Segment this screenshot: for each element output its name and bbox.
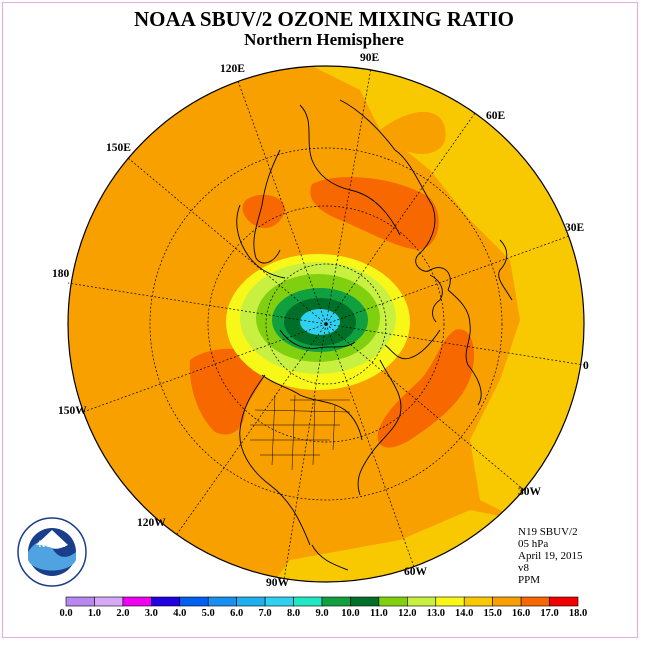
colorbar-swatch: [293, 596, 323, 607]
colorbar-tick-label: 11.0: [369, 608, 388, 619]
colorbar-swatch: [463, 596, 493, 607]
lon-label-90e: 90E: [360, 52, 380, 64]
colorbar-tick-label: 2.0: [116, 608, 130, 619]
colorbar-tick-label: 13.0: [426, 608, 445, 619]
colorbar-swatch: [492, 596, 522, 607]
colorbar-tick-label: 10.0: [341, 608, 360, 619]
lon-label-90w: 90W: [266, 577, 289, 589]
colorbar-tick-label: 12.0: [398, 608, 417, 619]
colorbar-swatch: [94, 596, 124, 607]
globe-outline: [67, 65, 585, 583]
lon-label-180: 180: [52, 268, 70, 280]
colorbar-tick-label: 9.0: [315, 608, 329, 619]
field-15-16-atlantic: [377, 329, 475, 448]
colorbar-swatch: [350, 596, 380, 607]
colorbar-swatch: [65, 596, 95, 607]
lon-label-60w: 60W: [404, 566, 427, 578]
colorbar-swatch: [151, 596, 181, 607]
info-level: 05 hPa: [518, 538, 549, 550]
colorbar-swatch: [520, 596, 550, 607]
colorbar-tick-label: 8.0: [286, 608, 301, 619]
lon-label-150w: 150W: [58, 405, 87, 417]
colorbar-swatch: [236, 596, 266, 607]
info-block: N19 SBUV/2 05 hPa April 19, 2015 v8 PPM: [518, 526, 582, 586]
colorbar-tick-label: 6.0: [230, 608, 244, 619]
field-14-15-north: [380, 111, 446, 154]
map-title: NOAA SBUV/2 OZONE MIXING RATIO: [134, 7, 514, 31]
lon-label-30w: 30W: [518, 486, 541, 498]
info-date: April 19, 2015: [518, 550, 583, 562]
meridians: [67, 67, 585, 581]
colorbar-tick-label: 7.0: [258, 608, 272, 619]
field-7: [300, 309, 340, 335]
colorbar-tick-label: 5.0: [201, 608, 215, 619]
colorbar-tick-label: 15.0: [483, 608, 502, 619]
lon-label-30e: 30E: [565, 222, 585, 234]
colorbar-tick-label: 18.0: [568, 608, 588, 619]
colorbar-swatch: [321, 596, 351, 607]
colorbar-tick-label: 3.0: [144, 608, 158, 619]
field-15-16-asia: [310, 176, 439, 250]
info-units: PPM: [518, 574, 541, 586]
info-version: v8: [518, 562, 529, 574]
colorbar-tick-label: 4.0: [173, 608, 187, 619]
lon-label-120w: 120W: [137, 517, 166, 529]
field-15-16-pacific: [189, 348, 266, 435]
colorbar-swatch: [179, 596, 209, 607]
field-13-14-east: [300, 66, 584, 520]
colorbar-swatch: [264, 596, 294, 607]
coastlines: [236, 99, 513, 571]
lon-label-0: 0: [583, 360, 589, 372]
colorbar-swatch: [378, 596, 408, 607]
colorbar-tick-label: 17.0: [540, 608, 559, 619]
lon-label-150e: 150E: [106, 142, 131, 154]
colorbar-tick-label: 16.0: [511, 608, 531, 619]
field-15-16-kamchatka: [242, 194, 285, 229]
colorbar-tick-label: 0.0: [59, 608, 73, 619]
colorbar-tick-label: 14.0: [455, 608, 474, 619]
info-satellite: N19 SBUV/2: [518, 526, 578, 538]
colorbar-swatch: [122, 596, 152, 607]
colorbar: [65, 596, 579, 607]
colorbar-swatch: [549, 596, 579, 607]
lon-label-120e: 120E: [220, 63, 245, 75]
lon-label-60e: 60E: [486, 110, 506, 122]
colorbar-swatch: [407, 596, 437, 607]
colorbar-swatch: [435, 596, 465, 607]
latitude-lines: [149, 147, 503, 501]
colorbar-tick-label: 1.0: [87, 608, 101, 619]
figure-frame: [2, 2, 638, 638]
colorbar-swatch: [207, 596, 237, 607]
map-subtitle: Northern Hemisphere: [244, 30, 404, 49]
